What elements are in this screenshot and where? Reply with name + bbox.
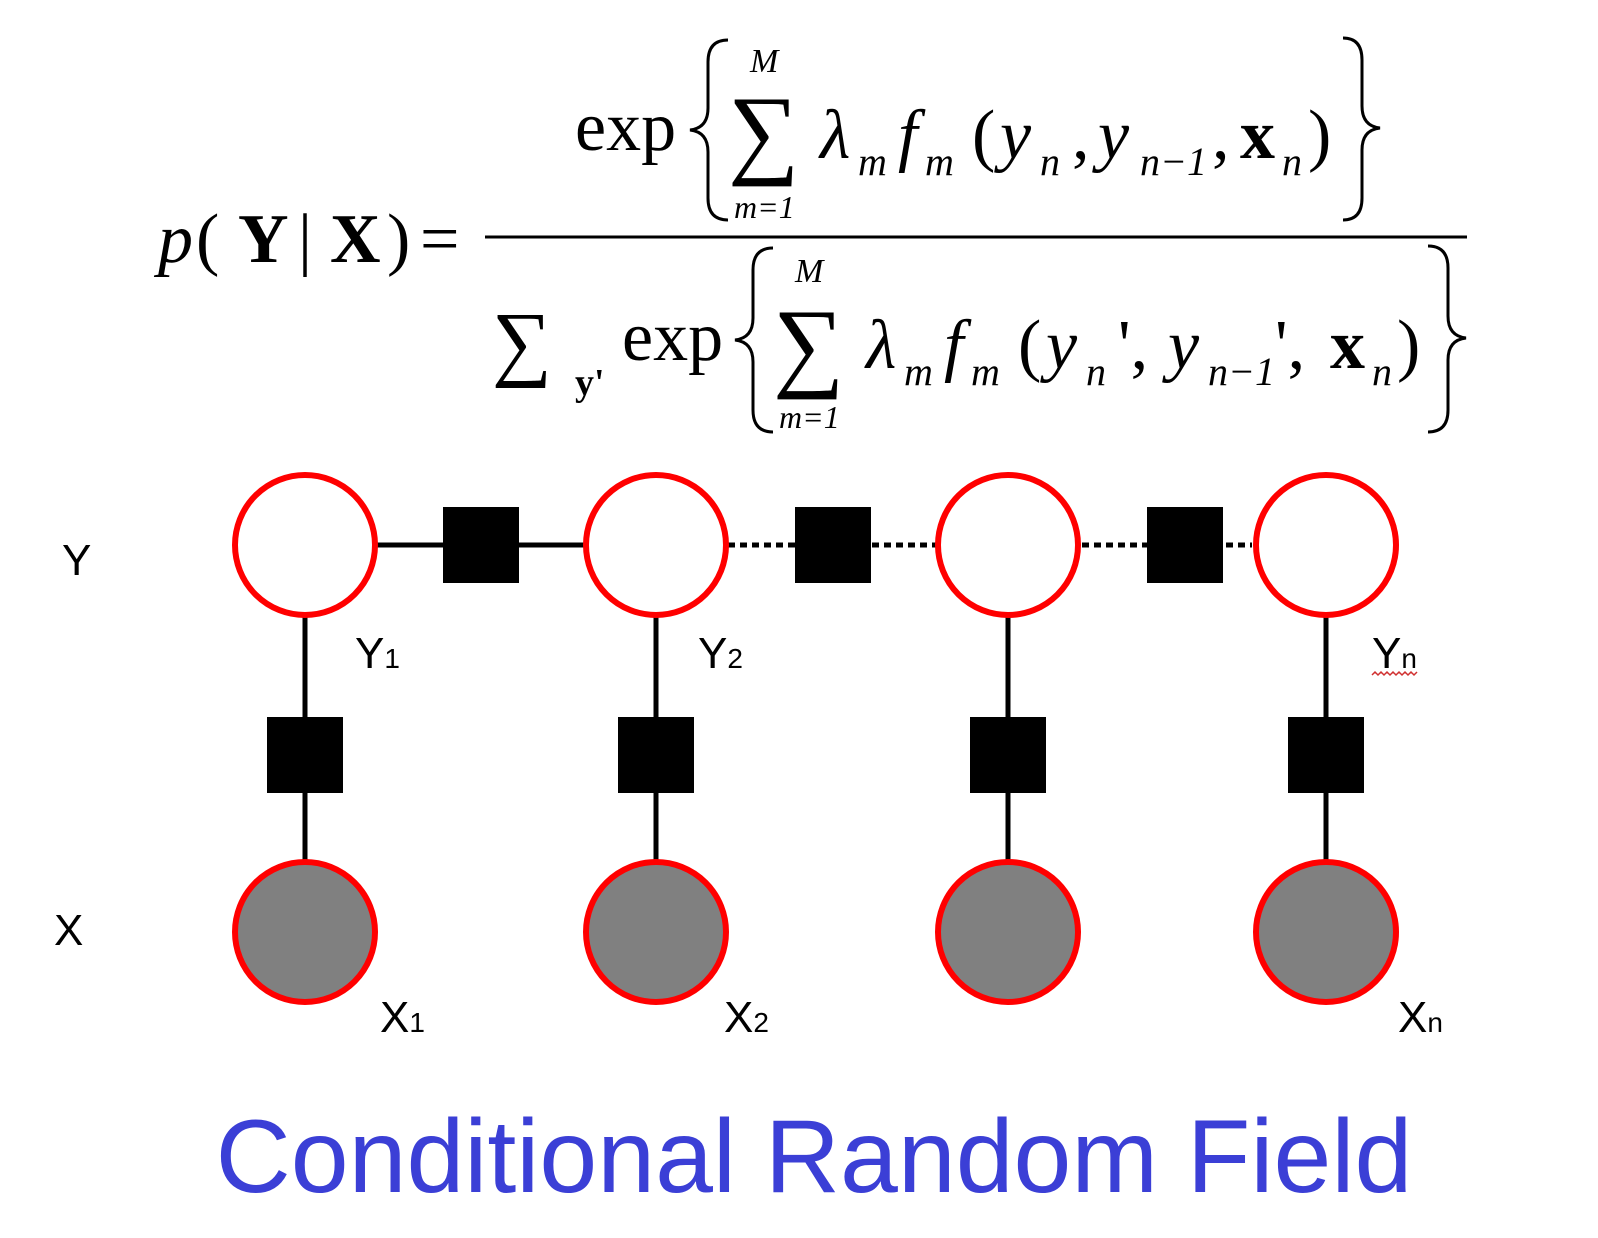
x-node-4 (1253, 859, 1399, 1005)
crf-formula: p ( Y | X ) = exp M ∑ m=1 λ m f m ( y n … (153, 36, 1467, 435)
formula-numerator: exp M ∑ m=1 λ m f m ( y n , y n−1 , x n … (575, 36, 1381, 225)
denominator-left-brace-icon (734, 246, 774, 434)
denominator-sum-lower: m=1 (779, 399, 840, 435)
denominator-exp: exp (622, 299, 723, 376)
x-node-label-2: X2 (724, 993, 769, 1042)
vertical-edges (302, 615, 1329, 862)
vertical-factor-1 (267, 717, 343, 793)
denominator-y2: y (1162, 307, 1200, 384)
numerator-f: f (898, 97, 926, 174)
figure-caption: Conditional Random Field (216, 1099, 1413, 1215)
numerator-y1: y (994, 97, 1032, 174)
numerator-sum-lower: m=1 (734, 189, 795, 225)
numerator-sum-upper: M (749, 43, 780, 80)
denominator-open: ( (1018, 307, 1041, 384)
numerator-sum-icon: ∑ (728, 76, 799, 187)
denominator-lambda-sub: m (904, 349, 933, 394)
denominator-sum-sub: y' (575, 362, 605, 404)
chain-factor-2 (795, 507, 871, 583)
formula-p: p (153, 201, 193, 278)
formula-bar: | (298, 201, 312, 278)
x-node-1 (232, 859, 378, 1005)
denominator-prime1: ', (1118, 307, 1148, 384)
formula-lhs-open: ( (196, 201, 219, 278)
y-node-label-2: Y2 (698, 629, 743, 678)
denominator-x-sub: n (1372, 349, 1392, 394)
y-nodes (232, 472, 1399, 618)
y-node-3 (935, 472, 1081, 618)
denominator-lambda: λ (864, 307, 896, 384)
numerator-x-sub: n (1282, 139, 1302, 184)
y-node-label-n: Yn (1372, 629, 1417, 678)
numerator-lambda-sub: m (858, 139, 887, 184)
numerator-open: ( (972, 97, 995, 174)
numerator-y2: y (1092, 97, 1130, 174)
denominator-y1: y (1040, 307, 1078, 384)
numerator-lambda: λ (818, 97, 850, 174)
denominator-prime2: ', (1275, 307, 1305, 384)
chain-factor-1 (443, 507, 519, 583)
spellcheck-underline-icon (1371, 670, 1418, 677)
chain-factor-3 (1147, 507, 1223, 583)
numerator-f-sub: m (925, 139, 954, 184)
numerator-x: x (1240, 97, 1275, 174)
x-node-label-n: Xn (1398, 993, 1443, 1042)
x-node-3 (935, 859, 1081, 1005)
numerator-comma2: , (1212, 97, 1230, 174)
y-node-2 (583, 472, 729, 618)
denominator-sum-icon: ∑ (492, 296, 552, 389)
formula-denominator: ∑ y' exp M ∑ m=1 λ m f m ( y n ', y n−1 … (492, 244, 1467, 435)
denominator-close: ) (1397, 307, 1420, 384)
numerator-comma1: , (1072, 97, 1090, 174)
vertical-factor-2 (618, 717, 694, 793)
numerator-exp: exp (575, 89, 676, 166)
vertical-factor-3 (970, 717, 1046, 793)
x-node-labels: X1 X2 Xn (380, 993, 1443, 1042)
crf-diagram: Y X (54, 472, 1443, 1042)
denominator-y2-sub: n−1 (1208, 349, 1275, 394)
denominator-x: x (1330, 307, 1365, 384)
y-node-label-1: Y1 (355, 629, 400, 678)
numerator-y2-sub: n−1 (1140, 139, 1207, 184)
formula-equals: = (420, 201, 459, 278)
formula-X: X (330, 201, 381, 278)
row-label-x: X (54, 906, 83, 955)
denominator-right-brace-icon (1427, 244, 1467, 434)
denominator-f-sub: m (971, 349, 1000, 394)
vertical-factor-4 (1288, 717, 1364, 793)
numerator-left-brace-icon (689, 38, 729, 222)
numerator-y1-sub: n (1040, 139, 1060, 184)
formula-lhs-close: ) (387, 201, 410, 278)
formula-Y: Y (238, 201, 289, 278)
chain-factors (443, 507, 1223, 583)
row-label-y: Y (62, 536, 91, 585)
numerator-close: ) (1308, 97, 1331, 174)
formula-lhs: p ( Y | X ) = (153, 201, 459, 278)
denominator-y1-sub: n (1086, 349, 1106, 394)
y-node-1 (232, 472, 378, 618)
vertical-factors (267, 717, 1364, 793)
y-node-4 (1253, 472, 1399, 618)
x-node-2 (583, 859, 729, 1005)
numerator-right-brace-icon (1342, 36, 1381, 222)
denominator-sum-upper: M (794, 253, 825, 290)
y-node-labels: Y1 Y2 Yn (355, 629, 1418, 678)
x-node-label-1: X1 (380, 993, 425, 1042)
x-nodes (232, 859, 1399, 1005)
denominator-f: f (944, 307, 972, 384)
denominator-sum-big-icon: ∑ (773, 289, 844, 400)
